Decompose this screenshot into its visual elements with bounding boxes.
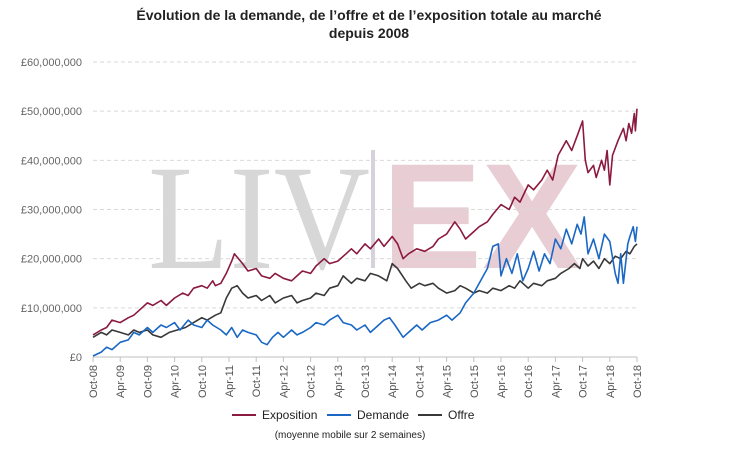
- legend-label: Exposition: [262, 408, 317, 422]
- y-tick-label: £10,000,000: [21, 303, 82, 315]
- x-tick-label: Apr-14: [387, 365, 399, 398]
- watermark: LIV EX: [148, 132, 582, 301]
- chart-title: Évolution de la demande, de l’offre et d…: [0, 6, 738, 42]
- x-tick-label: Oct-12: [306, 365, 318, 398]
- chart-note: (moyenne mobile sur 2 semaines): [275, 430, 426, 441]
- y-tick-label: £0: [70, 352, 82, 364]
- series-lines: [92, 108, 638, 357]
- series-line-exposition: [92, 108, 638, 336]
- x-tick-label: Oct-16: [523, 365, 535, 398]
- y-tick-label: £60,000,000: [21, 57, 82, 69]
- y-tick-label: £30,000,000: [21, 205, 82, 217]
- y-tick-label: £40,000,000: [21, 155, 82, 167]
- series-line-demande: [92, 216, 638, 357]
- x-tick-label: Apr-12: [278, 365, 290, 398]
- x-tick-label: Apr-11: [224, 365, 236, 397]
- x-tick-label: Apr-13: [333, 365, 345, 398]
- x-tick-label: Apr-10: [170, 365, 182, 398]
- x-tick-label: Apr-16: [496, 365, 508, 398]
- x-axis: Oct-08 Apr-09 Oct-09 Apr-10 Oct-10 Apr-11 Oct-…: [88, 356, 644, 398]
- y-tick-label: £50,000,000: [21, 106, 82, 118]
- x-tick-label: Oct-09: [142, 365, 154, 398]
- x-tick-label: Apr-09: [115, 365, 127, 398]
- chart-title-line-2: depuis 2008: [328, 25, 410, 41]
- legend-label: Offre: [448, 408, 475, 422]
- legend-label: Demande: [357, 408, 409, 422]
- x-tick-label: Oct-11: [251, 365, 263, 397]
- y-tick-label: £20,000,000: [21, 254, 82, 266]
- x-tick-label: Oct-13: [360, 365, 372, 398]
- watermark-ex: EX: [382, 132, 582, 300]
- series-line-offre: [92, 243, 638, 339]
- x-tick-label: Oct-14: [414, 365, 426, 398]
- x-tick-label: Oct-17: [578, 365, 590, 398]
- x-tick-label: Apr-17: [550, 365, 562, 398]
- x-tick-label: Oct-10: [197, 365, 209, 398]
- x-tick-label: Apr-18: [605, 365, 617, 398]
- x-tick-label: Oct-18: [632, 365, 644, 398]
- legend: Exposition Demande Offre: [232, 408, 475, 422]
- y-axis: £0 £10,000,000 £20,000,000 £30,000,000 £40,0…: [21, 57, 82, 364]
- x-tick-label: Apr-15: [442, 365, 454, 398]
- chart-title-line-1: Évolution de la demande, de l’offre et d…: [136, 7, 602, 23]
- watermark-liv: LIV: [148, 135, 370, 301]
- x-tick-label: Oct-08: [88, 365, 100, 398]
- x-tick-label: Oct-15: [469, 365, 481, 398]
